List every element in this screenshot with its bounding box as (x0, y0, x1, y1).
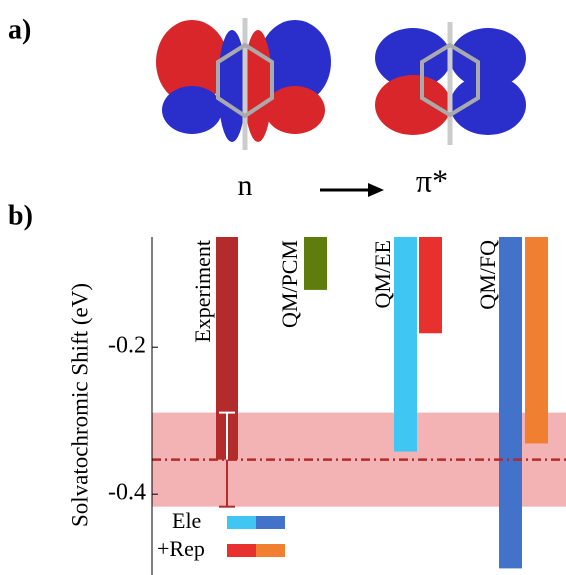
legend-swatch (227, 516, 256, 529)
arrow-head (368, 183, 384, 197)
legend-swatch (256, 516, 285, 529)
orbital-n (156, 18, 331, 150)
legend-swatch (227, 544, 256, 557)
y-axis-label: Solvatochromic Shift (eV) (67, 283, 92, 527)
bar (304, 237, 327, 290)
legend-label: Ele (172, 508, 201, 533)
category-label: QM/PCM (277, 240, 302, 328)
category-label: QM/FQ (475, 240, 500, 310)
plot: Experiment QM/PCM QM/EE QM/FQ Ele +Rep -0.2 -0.… (108, 237, 566, 575)
y-tick-label: -0.4 (108, 480, 146, 506)
category-label: Experiment (190, 240, 215, 343)
y-tick-label: -0.2 (108, 333, 146, 359)
bar (419, 237, 442, 334)
category-label: QM/EE (370, 240, 395, 308)
panel-label: b) (8, 200, 33, 231)
bar (499, 237, 522, 569)
bar (216, 237, 238, 460)
legend-label: +Rep (157, 536, 205, 561)
legend-swatch (256, 544, 285, 557)
orbital-pi-star (375, 22, 526, 145)
transition-to: π* (416, 162, 448, 198)
bar (394, 237, 417, 452)
bar (525, 237, 548, 444)
panel-label: a) (8, 14, 31, 45)
transition-from: n (238, 169, 253, 202)
